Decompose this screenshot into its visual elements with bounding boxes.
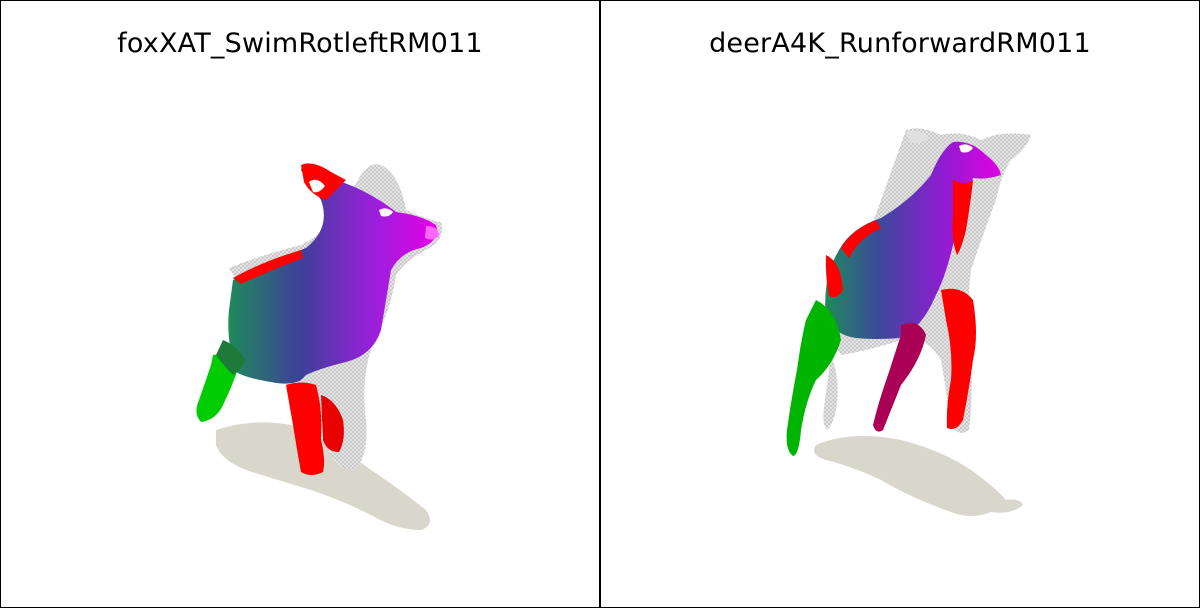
panel-fox: foxXAT_SwimRotleftRM011 [1,0,599,608]
fox-ear [301,163,346,200]
deer-back-red [841,220,881,258]
fox-shadow [216,422,430,530]
deer-neck-red [952,180,973,255]
panel-title: deerA4K_RunforwardRM011 [709,28,1091,59]
fox-nose [425,226,439,240]
fox-back-leg [196,354,239,422]
deer-hind-red [825,255,843,298]
panel-divider [599,0,601,608]
panel-deer: deerA4K_RunforwardRM011 [601,0,1199,608]
deer-shadow [813,436,1023,516]
fox-front-leg [286,382,325,475]
fox-back-red [233,250,303,284]
fox-render [196,163,442,530]
deer-hind-leg [786,300,841,456]
deer-ear [906,130,929,144]
fox-back-leg-dark [216,340,246,375]
fox-ear-inner [309,179,325,193]
deer-mesh-hind [823,355,838,430]
fox-front-leg-2 [321,395,344,452]
deer-eye [959,144,973,153]
fox-eye [379,208,393,217]
deer-render [786,128,1031,516]
fox-body [228,163,437,384]
deer-front-leg-2 [873,322,926,432]
panel-title: foxXAT_SwimRotleftRM011 [117,28,483,59]
deer-front-leg [941,288,976,429]
